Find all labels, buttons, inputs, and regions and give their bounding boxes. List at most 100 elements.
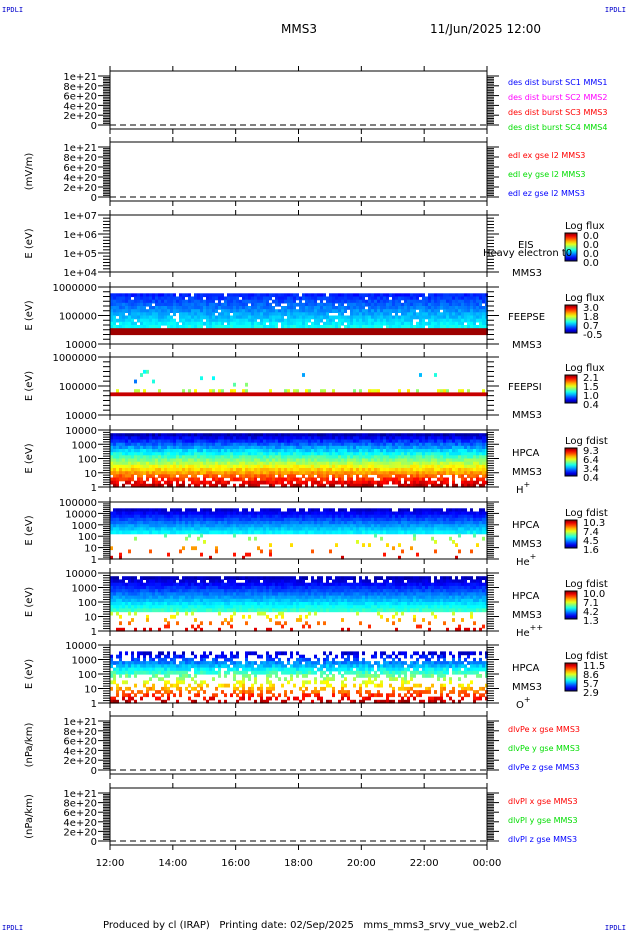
spectrogram-cell — [287, 468, 290, 472]
spectrogram-cell — [374, 318, 377, 323]
spectrogram-cell — [383, 480, 386, 485]
spectrogram-cell — [182, 530, 185, 535]
spectrogram-cell — [386, 321, 389, 326]
spectrogram-cell — [473, 433, 476, 437]
spectrogram-cell — [263, 449, 266, 453]
spectrogram-cell — [227, 439, 230, 444]
spectrogram-cell — [353, 508, 356, 513]
spectrogram-cell — [293, 302, 296, 307]
spectrogram-cell — [215, 508, 218, 513]
spectrogram-cell — [482, 449, 485, 453]
spectrogram-cell — [338, 296, 341, 301]
spectrogram-cell — [182, 524, 185, 528]
spectrogram-cell — [248, 530, 251, 535]
spectrogram-cell — [278, 480, 281, 485]
spectrogram-cell — [113, 524, 116, 528]
spectrogram-cell — [380, 471, 383, 475]
spectrogram-cell — [170, 439, 173, 444]
spectrogram-cell — [128, 521, 131, 525]
spectrogram-cell — [473, 483, 476, 488]
spectrogram-cell — [290, 524, 293, 528]
spectrogram-cell — [317, 321, 320, 326]
spectrogram-cell — [110, 299, 113, 304]
spectrogram-cell — [326, 474, 329, 479]
spectrogram-cell — [230, 433, 233, 437]
spectrogram-cell — [362, 299, 365, 304]
spectrogram-cell — [122, 321, 125, 326]
spectrogram-cell — [116, 325, 119, 329]
spectrogram-cell — [416, 455, 419, 460]
spectrogram-cell — [305, 527, 308, 532]
spectrogram-cell — [473, 449, 476, 453]
spectrogram-cell — [113, 293, 116, 298]
spectrogram-cell — [320, 452, 323, 456]
spectrogram-cell — [269, 436, 272, 441]
spectrogram-cell — [152, 508, 155, 513]
spectrogram-cell — [203, 471, 206, 475]
spectrogram-cell — [332, 299, 335, 304]
spectrogram-cell — [122, 302, 125, 307]
spectrogram-cell — [290, 455, 293, 460]
spectrogram-cell — [242, 530, 245, 535]
spectrogram-cell — [185, 521, 188, 525]
spectrogram-cell — [179, 458, 182, 463]
spectrogram-cell — [158, 293, 161, 298]
spectrogram-cell — [179, 299, 182, 304]
spectrogram-cell — [236, 293, 239, 298]
spectrogram-cell — [380, 480, 383, 485]
spectrogram-cell — [377, 309, 380, 313]
spectrogram-cell — [146, 474, 149, 479]
spectrogram-cell — [158, 530, 161, 535]
spectrogram-cell — [308, 436, 311, 441]
spectrogram-cell — [158, 312, 161, 317]
spectrogram-cell — [185, 436, 188, 441]
spectrogram-cell — [389, 293, 392, 298]
spectrogram-cell — [221, 477, 224, 482]
spectrogram-cell — [320, 309, 323, 313]
spectrogram-cell — [152, 449, 155, 453]
spectrogram-cell — [272, 477, 275, 482]
spectrogram-cell — [275, 461, 278, 466]
spectrogram-cell — [260, 458, 263, 463]
spectrogram-cell — [299, 521, 302, 525]
spectrogram-cell — [152, 480, 155, 485]
spectrogram-cell — [371, 389, 374, 393]
spectrogram-cell — [212, 511, 215, 516]
spectrogram-cell — [266, 521, 269, 525]
spectrogram-cell — [197, 521, 200, 525]
spectrogram-cell — [473, 461, 476, 466]
spectrogram-cell — [113, 508, 116, 513]
spectrogram-cell — [125, 468, 128, 472]
spectrogram-cell — [293, 331, 296, 336]
spectrogram-cell — [455, 464, 458, 469]
spectrogram-cell — [476, 452, 479, 456]
spectrogram-cell — [233, 511, 236, 516]
spectrogram-cell — [194, 331, 197, 336]
spectrogram-cell — [128, 315, 131, 320]
spectrogram-cell — [473, 318, 476, 323]
spectrogram-cell — [356, 315, 359, 320]
spectrogram-cell — [227, 325, 230, 329]
spectrogram-cell — [137, 461, 140, 466]
spectrogram-cell — [161, 524, 164, 528]
spectrogram-cell — [254, 315, 257, 320]
spectrogram-cell — [473, 468, 476, 472]
spectrogram-cell — [470, 325, 473, 329]
spectrogram-cell — [302, 315, 305, 320]
spectrogram-cell — [203, 331, 206, 336]
spectrogram-cell — [386, 464, 389, 469]
spectrogram-cell — [386, 296, 389, 301]
spectrogram-cell — [437, 483, 440, 488]
spectrogram-cell — [185, 293, 188, 298]
spectrogram-cell — [353, 312, 356, 317]
spectrogram-cell — [185, 511, 188, 516]
spectrogram-cell — [233, 325, 236, 329]
spectrogram-cell — [437, 468, 440, 472]
spectrogram-cell — [245, 449, 248, 453]
spectrogram-cell — [470, 309, 473, 313]
spectrogram-cell — [236, 296, 239, 301]
spectrogram-cell — [323, 468, 326, 472]
spectrogram-cell — [410, 445, 413, 450]
spectrogram-cell — [197, 328, 200, 332]
spectrogram-cell — [380, 452, 383, 456]
